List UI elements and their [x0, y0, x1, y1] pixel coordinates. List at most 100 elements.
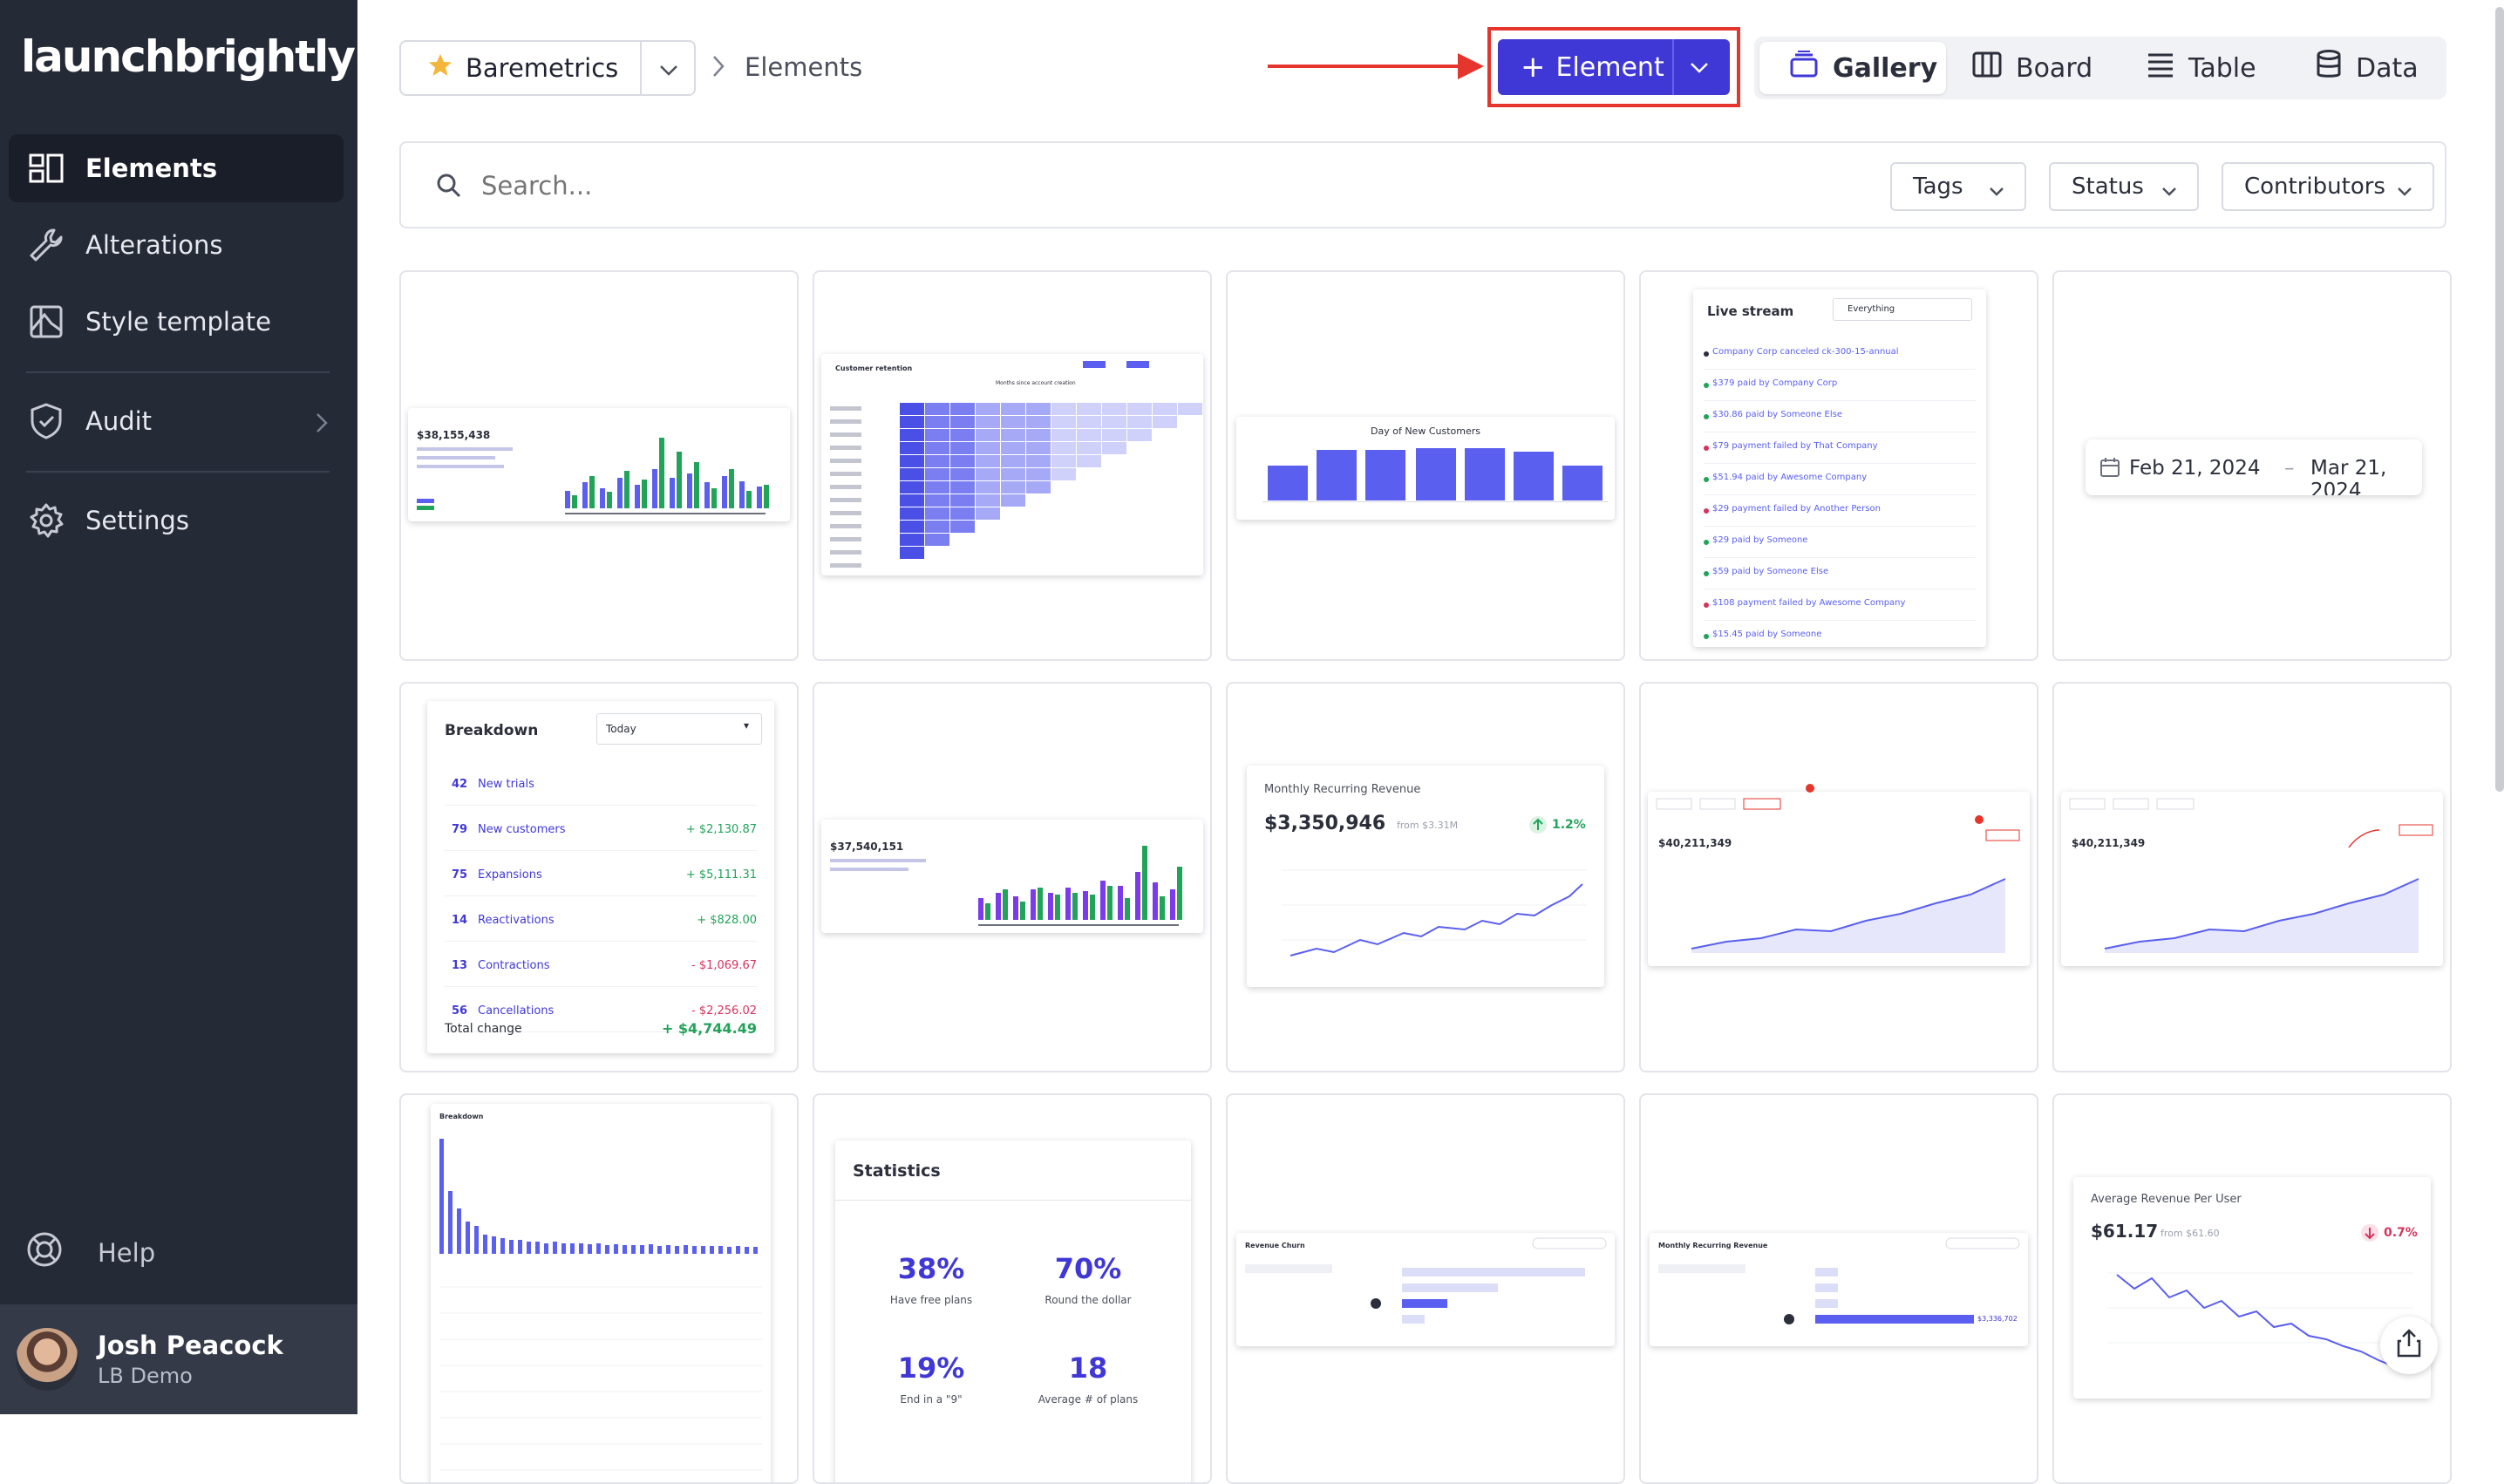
user-name: Josh Peacock — [98, 1331, 283, 1360]
gear-icon — [26, 500, 66, 541]
element-card[interactable]: $38,155,438 — [399, 270, 799, 661]
tab-label: Board — [2016, 52, 2093, 84]
preview-amount: $40,211,349 — [2072, 837, 2146, 849]
preview-amount: $3,350,946 — [1264, 813, 1386, 834]
tab-data[interactable]: Data — [2316, 42, 2419, 94]
preview-amount: $37,540,151 — [830, 841, 904, 853]
element-card[interactable]: $40,211,349 — [1639, 682, 2038, 1072]
preview-title: Breakdown — [445, 722, 539, 739]
add-element-label: Element — [1555, 51, 1664, 83]
tab-gallery[interactable]: Gallery — [1759, 42, 1946, 94]
help-link[interactable]: Help — [26, 1231, 155, 1274]
sidebar-item-settings[interactable]: Settings — [9, 487, 344, 555]
sidebar-item-label: Audit — [85, 406, 153, 436]
chevron-down-icon — [2161, 180, 2178, 206]
status-dot — [1704, 540, 1709, 545]
sidebar-item-label: Alterations — [85, 230, 223, 260]
element-card[interactable]: Customer retention Months since account … — [813, 270, 1212, 661]
element-preview: Monthly Recurring Revenue $3,350,946 fro… — [1247, 766, 1604, 987]
filter-tags[interactable]: Tags — [1890, 162, 2026, 211]
element-card[interactable]: Day of New Customers — [1226, 270, 1625, 661]
area-line-chart — [2069, 798, 2433, 953]
preview-title: Day of New Customers — [1371, 425, 1480, 437]
element-card[interactable]: $37,540,151 — [813, 682, 1212, 1072]
view-switcher: Gallery Board Table Data — [1754, 37, 2446, 99]
add-element-button[interactable]: + Element — [1498, 39, 1730, 95]
sidebar-item-audit[interactable]: Audit — [9, 387, 344, 455]
live-stream-text: $59 paid by Someone Else — [1712, 567, 1829, 576]
element-preview: Day of New Customers — [1236, 417, 1615, 520]
search-input[interactable] — [480, 164, 1351, 208]
preview-title: Average Revenue Per User — [2091, 1193, 2242, 1206]
star-icon — [427, 52, 453, 85]
element-card[interactable]: Average Revenue Per User $61.17 from $61… — [2052, 1093, 2452, 1484]
live-stream-row: $108 payment failed by Awesome Company — [1704, 595, 1976, 621]
element-card[interactable]: Revenue Churn — [1226, 1093, 1625, 1484]
element-card[interactable]: Breakdown — [399, 1093, 799, 1484]
caret-down-icon: ▾ — [744, 719, 750, 732]
element-card[interactable]: Feb 21, 2024 – Mar 21, 2024 — [2052, 270, 2452, 661]
filter-label: Status — [2072, 174, 2144, 200]
element-card[interactable]: Breakdown Today ▾ 42 New trials 79 New cust… — [399, 682, 799, 1072]
breakdown-label: Expansions — [478, 868, 542, 882]
sidebar-item-label: Settings — [85, 506, 189, 535]
element-card[interactable]: Monthly Recurring Revenue $3,350,946 fro… — [1226, 682, 1625, 1072]
preview-title: Breakdown — [439, 1113, 484, 1120]
breakdown-count: 42 — [452, 778, 468, 791]
breakdown-label: Contractions — [478, 959, 550, 972]
chevron-down-icon[interactable] — [1688, 55, 1711, 85]
preview-filter: Everything — [1833, 298, 1972, 321]
breakdown-count: 14 — [452, 914, 468, 927]
status-dot — [1704, 383, 1709, 388]
sidebar-item-elements[interactable]: Elements — [9, 134, 344, 202]
share-icon — [2396, 1328, 2422, 1363]
breakdown-bar-chart — [439, 1139, 762, 1471]
live-stream-text: Company Corp canceled ck-300-15-annual — [1712, 347, 1899, 357]
status-dot — [1704, 508, 1709, 514]
breakdown-label: New trials — [478, 778, 534, 791]
wrench-icon — [26, 225, 66, 265]
chevron-down-icon[interactable] — [657, 58, 680, 87]
live-stream-row: Company Corp canceled ck-300-15-annual — [1704, 344, 1976, 370]
sidebar-item-style-template[interactable]: Style template — [9, 288, 344, 356]
element-preview: Customer retention Months since account … — [821, 354, 1203, 575]
element-card[interactable]: Live stream Everything Company Corp canc… — [1639, 270, 2038, 661]
preview-title: Customer retention — [835, 364, 913, 372]
table-icon — [2147, 51, 2174, 85]
live-stream-text: $29 payment failed by Another Person — [1712, 504, 1881, 514]
divider — [640, 42, 642, 94]
scrollbar-thumb[interactable] — [2495, 7, 2504, 792]
element-card[interactable]: Statistics 38% Have free plans 70% Round… — [813, 1093, 1212, 1484]
divider — [1672, 39, 1674, 95]
retention-heatmap — [830, 361, 1202, 568]
tab-table[interactable]: Table — [2147, 42, 2256, 94]
user-menu[interactable]: Josh Peacock LB Demo — [0, 1304, 357, 1414]
preview-select-label: Today — [606, 723, 636, 735]
element-preview: Live stream Everything Company Corp canc… — [1693, 289, 1986, 647]
element-card[interactable]: $40,211,349 — [2052, 682, 2452, 1072]
mrr-bar-chart — [1658, 1237, 2020, 1324]
breakdown-label: Cancellations — [478, 1004, 555, 1018]
share-button[interactable] — [2380, 1317, 2438, 1374]
filter-status[interactable]: Status — [2049, 162, 2199, 211]
project-selector[interactable]: Baremetrics — [399, 40, 696, 96]
status-dot — [1704, 446, 1709, 451]
record-dot — [1975, 815, 1984, 824]
preview-total-label: Total change — [445, 1022, 522, 1036]
element-preview: Feb 21, 2024 – Mar 21, 2024 — [2086, 439, 2422, 495]
filter-contributors[interactable]: Contributors — [2222, 162, 2434, 211]
day-bar-chart — [1262, 448, 1608, 502]
breakdown-count: 56 — [452, 1004, 468, 1018]
shield-check-icon — [26, 401, 66, 441]
element-card[interactable]: Monthly Recurring Revenue $3,336,702 — [1639, 1093, 2038, 1484]
element-preview: Average Revenue Per User $61.17 from $61… — [2073, 1177, 2431, 1399]
tab-board[interactable]: Board — [1972, 42, 2092, 94]
calendar-icon — [2100, 458, 2120, 477]
preview-select: Today ▾ — [596, 713, 762, 745]
preview-from: from $61.60 — [2161, 1228, 2220, 1239]
sidebar-item-label: Style template — [85, 307, 271, 337]
record-dot — [1806, 784, 1814, 793]
sidebar-item-alterations[interactable]: Alterations — [9, 211, 344, 279]
element-preview: Monthly Recurring Revenue $3,336,702 — [1650, 1233, 2028, 1346]
user-org: LB Demo — [98, 1364, 193, 1388]
